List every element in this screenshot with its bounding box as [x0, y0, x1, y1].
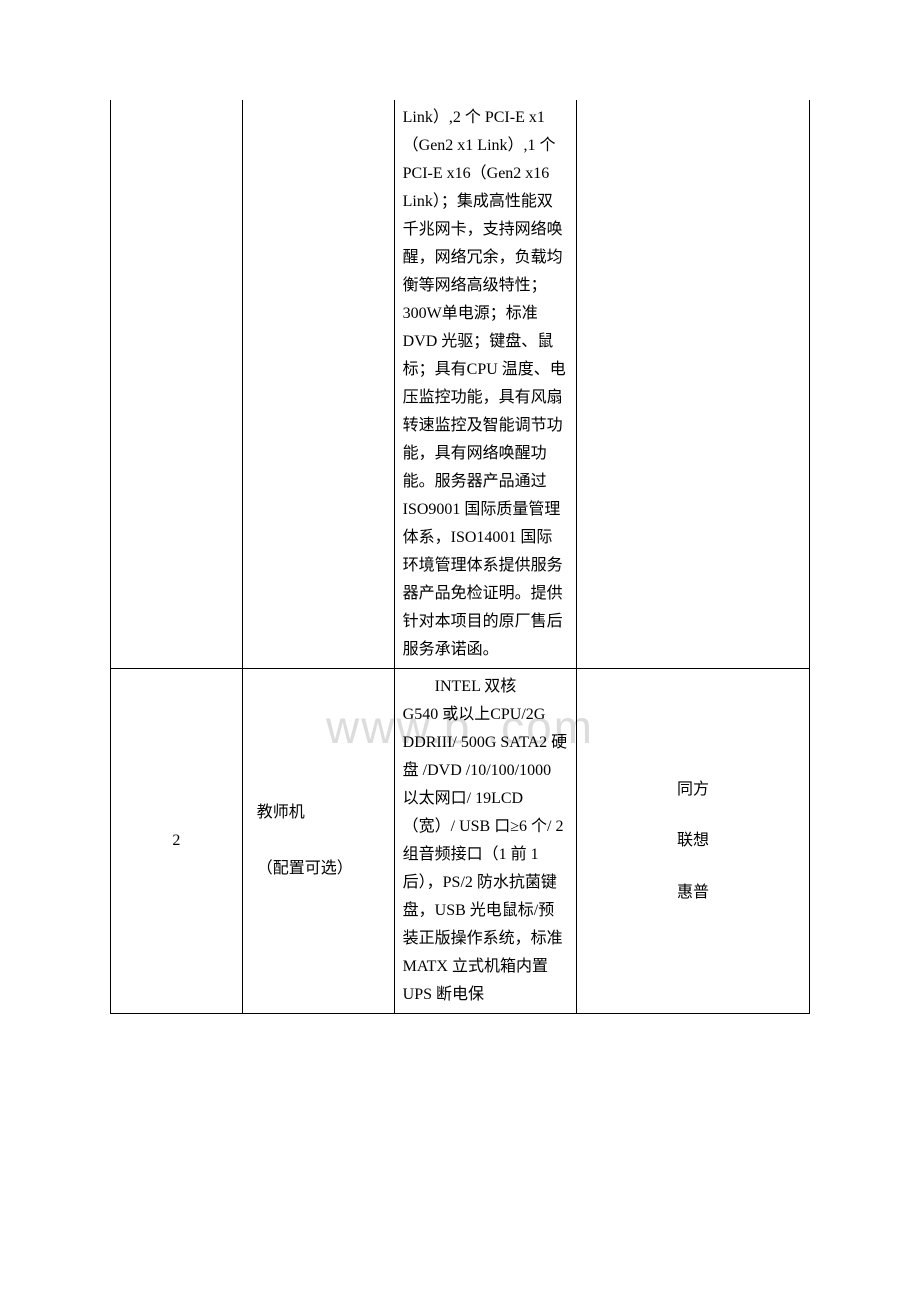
product-name-line1: 教师机: [257, 804, 305, 821]
spec-rest: G540 或以上CPU/2G DDRIII/ 500G SATA2 硬盘 /DV…: [403, 706, 568, 1003]
brand-item: 联想: [585, 815, 801, 866]
cell-brand: 同方 联想 惠普: [576, 669, 809, 1014]
cell-spec: INTEL 双核 G540 或以上CPU/2G DDRIII/ 500G SAT…: [394, 669, 576, 1014]
cell-name: 教师机 （配置可选）: [242, 669, 394, 1014]
table-row: 2 教师机 （配置可选） INTEL 双核 G540 或以上CPU/2G DDR…: [111, 669, 810, 1014]
cell-name: [242, 100, 394, 669]
cell-brand: [576, 100, 809, 669]
spec-first-line: INTEL 双核: [403, 673, 568, 701]
cell-spec: Link）,2 个 PCI-E x1（Gen2 x1 Link）,1 个 PCI…: [394, 100, 576, 669]
cell-seq: [111, 100, 243, 669]
spec-table: Link）,2 个 PCI-E x1（Gen2 x1 Link）,1 个 PCI…: [110, 100, 810, 1014]
brand-item: 惠普: [585, 867, 801, 918]
cell-seq: 2: [111, 669, 243, 1014]
brand-item: 同方: [585, 764, 801, 815]
product-name-line2: （配置可选）: [257, 860, 353, 877]
table-row: Link）,2 个 PCI-E x1（Gen2 x1 Link）,1 个 PCI…: [111, 100, 810, 669]
